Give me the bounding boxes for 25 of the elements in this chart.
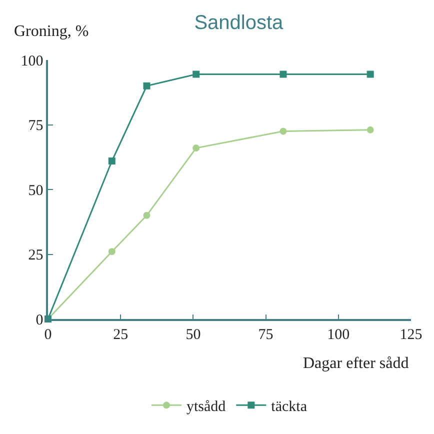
point: [280, 128, 287, 135]
legend-label: täckta: [271, 399, 308, 416]
point: [143, 212, 150, 219]
point: [143, 82, 150, 90]
point: [366, 126, 374, 134]
legend-label: ytsådd: [186, 399, 226, 416]
y-tick-label: 0: [36, 312, 44, 328]
y-tick-label: 25: [28, 248, 44, 264]
point: [192, 70, 200, 78]
y-tick-label: 50: [28, 182, 44, 199]
point: [280, 70, 287, 78]
x-axis-title: Dagar efter sådd: [303, 355, 409, 372]
point: [192, 144, 200, 152]
chart-title: Sandlosta: [194, 12, 284, 34]
x-tick-label: 50: [186, 326, 201, 343]
x-tick-label: 75: [258, 326, 274, 343]
point: [366, 70, 374, 78]
x-tick-label: 100: [327, 326, 350, 343]
y-axis-title: Groning, %: [14, 23, 89, 40]
y-tick-label: 100: [20, 53, 44, 70]
point: [108, 248, 116, 256]
x-tick-label: 125: [400, 326, 422, 343]
x-tick-label: 25: [113, 326, 128, 343]
y-tick-label: 75: [28, 118, 44, 134]
point: [108, 158, 116, 165]
